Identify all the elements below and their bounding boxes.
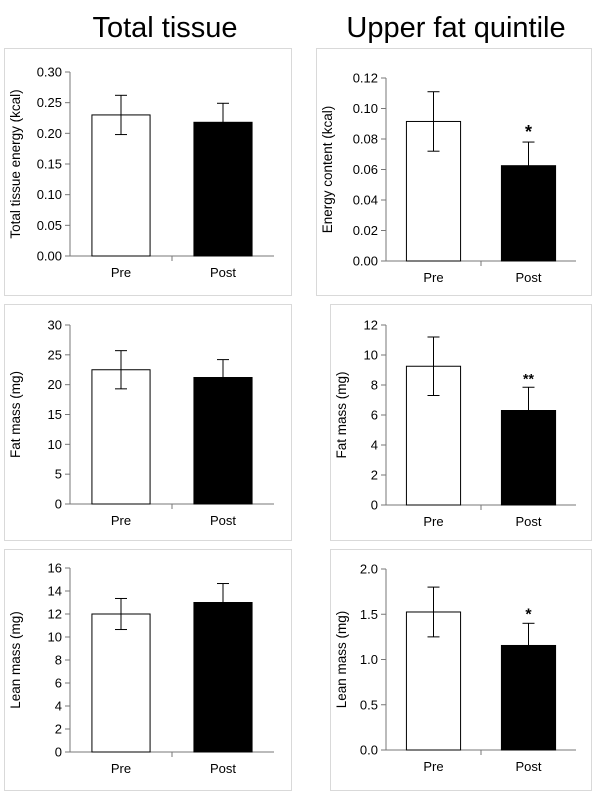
y-tick-label: 2 bbox=[55, 722, 62, 737]
y-tick-label: 20 bbox=[48, 377, 62, 392]
x-tick-label: Post bbox=[515, 270, 541, 285]
y-tick-label: 2 bbox=[371, 468, 378, 483]
x-tick-label: Post bbox=[210, 265, 236, 280]
y-tick-label: 10 bbox=[48, 630, 62, 645]
chart-fat-mass-upper: 0 2 4 6 8 10 12 Fat mass (mg) Pre Post ** bbox=[330, 304, 592, 541]
y-tick-label: 14 bbox=[48, 584, 62, 599]
y-tick-label: 6 bbox=[55, 676, 62, 691]
y-tick-label: 16 bbox=[48, 561, 62, 576]
y-tick-label: 0 bbox=[371, 498, 378, 513]
y-tick-label: 0.02 bbox=[353, 223, 378, 238]
y-axis-label: Fat mass (mg) bbox=[8, 371, 23, 458]
x-tick-label: Pre bbox=[111, 761, 131, 776]
y-tick-label: 0.10 bbox=[37, 187, 62, 202]
y-tick-label: 1.5 bbox=[360, 607, 378, 622]
y-tick-label: 8 bbox=[55, 653, 62, 668]
column-title-upper-fat-quintile: Upper fat quintile bbox=[346, 12, 566, 44]
y-tick-label: 0.05 bbox=[37, 218, 62, 233]
column-title-total-tissue: Total tissue bbox=[92, 12, 238, 44]
y-tick-label: 0.20 bbox=[37, 126, 62, 141]
x-tick-label: Pre bbox=[111, 265, 131, 280]
y-tick-label: 0 bbox=[55, 497, 62, 512]
x-tick-label: Post bbox=[515, 759, 541, 774]
y-tick-label: 2.0 bbox=[360, 562, 378, 577]
y-tick-label: 1.0 bbox=[360, 652, 378, 667]
y-tick-label: 0.30 bbox=[37, 65, 62, 80]
y-tick-label: 0.10 bbox=[353, 101, 378, 116]
y-tick-label: 0.08 bbox=[353, 132, 378, 147]
bar-post bbox=[193, 121, 253, 257]
x-tick-label: Post bbox=[210, 761, 236, 776]
y-tick-label: 4 bbox=[371, 438, 378, 453]
y-tick-label: 10 bbox=[364, 348, 378, 363]
y-tick-label: 0.12 bbox=[353, 71, 378, 86]
bar-post bbox=[193, 602, 253, 753]
y-tick-label: 15 bbox=[48, 407, 62, 422]
bar-post bbox=[193, 377, 253, 505]
x-tick-label: Post bbox=[210, 513, 236, 528]
y-tick-label: 0.5 bbox=[360, 697, 378, 712]
x-tick-label: Pre bbox=[423, 270, 443, 285]
y-tick-label: 12 bbox=[364, 318, 378, 333]
y-tick-label: 0.00 bbox=[353, 254, 378, 269]
x-tick-label: Pre bbox=[423, 514, 443, 529]
y-tick-label: 10 bbox=[48, 437, 62, 452]
y-tick-label: 0.04 bbox=[353, 193, 378, 208]
y-tick-label: 5 bbox=[55, 467, 62, 482]
chart-energy-content: 0.00 0.02 0.04 0.06 0.08 0.10 0.12 Energy conte… bbox=[316, 48, 592, 296]
y-tick-label: 4 bbox=[55, 699, 62, 714]
x-tick-label: Pre bbox=[423, 759, 443, 774]
bar-pre bbox=[91, 613, 151, 753]
bar-pre bbox=[91, 369, 151, 505]
significance-label: * bbox=[525, 606, 532, 623]
significance-label: * bbox=[525, 122, 532, 142]
y-tick-label: 0.06 bbox=[353, 162, 378, 177]
y-tick-label: 0.00 bbox=[37, 249, 62, 264]
bar-pre bbox=[91, 114, 151, 257]
chart-lean-mass-total: 0 2 4 6 8 10 12 14 16 Lean mass (mg) Pre Post bbox=[4, 549, 292, 791]
chart-fat-mass-total: 0 5 10 15 20 25 30 Fat mass (mg) Pre Post bbox=[4, 304, 292, 541]
y-tick-label: 30 bbox=[48, 318, 62, 333]
chart-lean-mass-upper: 0.0 0.5 1.0 1.5 2.0 Lean mass (mg) Pre Post * bbox=[330, 549, 592, 791]
bar-post bbox=[500, 410, 557, 506]
y-tick-label: 0.25 bbox=[37, 95, 62, 110]
y-tick-label: 25 bbox=[48, 347, 62, 362]
x-tick-label: Pre bbox=[111, 513, 131, 528]
y-axis-label: Energy content (kcal) bbox=[320, 106, 335, 234]
y-axis-label: Lean mass (mg) bbox=[8, 611, 23, 709]
x-tick-label: Post bbox=[515, 514, 541, 529]
y-tick-label: 0 bbox=[55, 745, 62, 760]
y-tick-label: 8 bbox=[371, 378, 378, 393]
y-tick-label: 12 bbox=[48, 607, 62, 622]
y-tick-label: 0.15 bbox=[37, 157, 62, 172]
y-axis-label: Total tissue energy (kcal) bbox=[8, 89, 23, 238]
chart-total-tissue-energy: 0.00 0.05 0.10 0.15 0.20 0.25 0.30 Total tissue… bbox=[4, 48, 292, 296]
y-tick-label: 6 bbox=[371, 408, 378, 423]
y-tick-label: 0.0 bbox=[360, 743, 378, 758]
y-axis-label: Lean mass (mg) bbox=[334, 611, 349, 709]
significance-label: ** bbox=[523, 370, 534, 386]
y-axis-label: Fat mass (mg) bbox=[334, 371, 349, 458]
